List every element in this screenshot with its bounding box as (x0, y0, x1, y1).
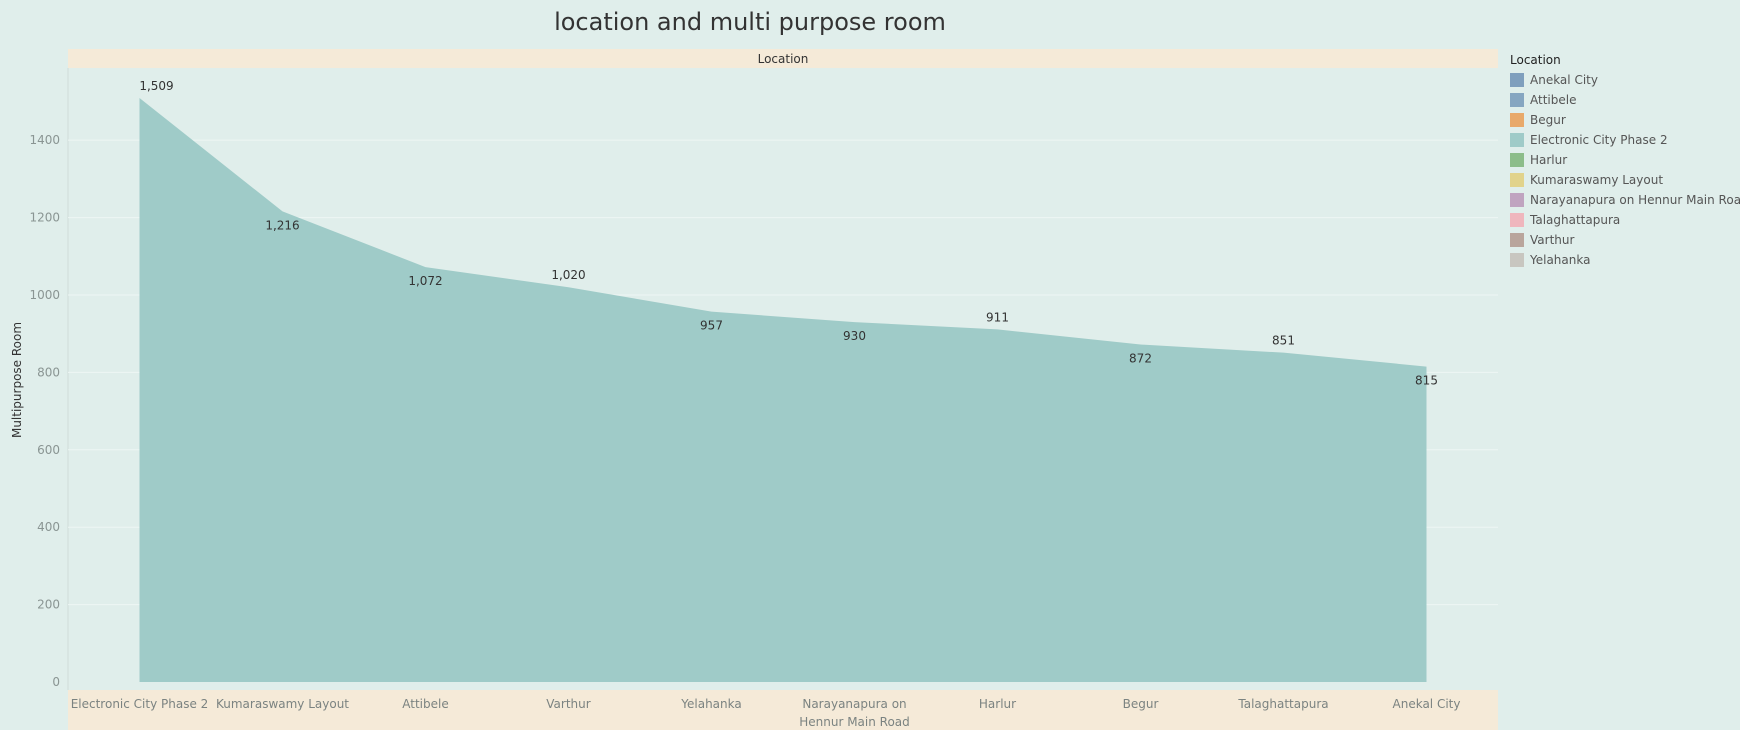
y-tick-label: 1000 (29, 288, 60, 302)
x-tick-label-line: Hennur Main Road (799, 715, 910, 729)
y-axis-title: Multipurpose Room (10, 322, 24, 438)
data-label: 815 (1415, 374, 1438, 388)
legend-label: Attibele (1530, 93, 1577, 107)
data-label: 1,509 (139, 79, 173, 93)
x-tick-label-line: Begur (1123, 697, 1159, 711)
header-band (68, 49, 1498, 68)
legend-item[interactable]: Yelahanka (1510, 250, 1740, 270)
data-label: 1,072 (408, 274, 442, 288)
legend-item[interactable]: Talaghattapura (1510, 210, 1740, 230)
x-tick-label: Attibele (402, 697, 448, 711)
legend-label: Talaghattapura (1530, 213, 1621, 227)
x-tick-label-line: Talaghattapura (1237, 697, 1328, 711)
legend-swatch (1510, 213, 1524, 227)
legend-label: Anekal City (1530, 73, 1598, 87)
y-tick-label: 0 (52, 675, 60, 689)
y-tick-label: 200 (37, 598, 60, 612)
legend-item[interactable]: Attibele (1510, 90, 1740, 110)
legend-swatch (1510, 133, 1524, 147)
x-tick-label: Varthur (546, 697, 590, 711)
x-tick-label-line: Kumaraswamy Layout (216, 697, 349, 711)
data-label: 911 (986, 310, 1009, 324)
data-label: 1,216 (265, 218, 299, 232)
header-label: Location (758, 52, 809, 66)
x-tick-label: Yelahanka (680, 697, 741, 711)
x-tick-label: Anekal City (1393, 697, 1461, 711)
legend-swatch (1510, 193, 1524, 207)
x-tick-label-line: Narayanapura on (802, 697, 906, 711)
x-axis-band (68, 690, 1498, 730)
data-label: 851 (1272, 334, 1295, 348)
legend-swatch (1510, 113, 1524, 127)
legend-item[interactable]: Electronic City Phase 2 (1510, 130, 1740, 150)
legend-swatch (1510, 173, 1524, 187)
y-tick-label: 1400 (29, 133, 60, 147)
legend: Location Anekal City Attibele Begur Electro… (1510, 53, 1740, 270)
x-tick-label: Kumaraswamy Layout (216, 697, 349, 711)
x-tick-label: Narayanapura on Hennur Main Road (799, 697, 910, 729)
data-label: 957 (700, 319, 723, 333)
legend-label: Begur (1530, 113, 1566, 127)
legend-label: Narayanapura on Hennur Main Road (1530, 193, 1740, 207)
x-tick-label: Electronic City Phase 2 (71, 697, 209, 711)
data-label: 930 (843, 329, 866, 343)
x-tick-label: Harlur (979, 697, 1016, 711)
area-chart: Multipurpose Room Location 0 200 400 600 800… (10, 49, 1498, 730)
legend-label: Varthur (1530, 233, 1575, 247)
legend-item[interactable]: Kumaraswamy Layout (1510, 170, 1740, 190)
chart-title: location and multi purpose room (554, 8, 946, 36)
legend-label: Electronic City Phase 2 (1530, 133, 1668, 147)
legend-swatch (1510, 93, 1524, 107)
legend-item[interactable]: Varthur (1510, 230, 1740, 250)
area-series (139, 98, 1427, 682)
legend-label: Kumaraswamy Layout (1530, 173, 1664, 187)
y-tick-label: 1200 (29, 211, 60, 225)
x-tick-label-line: Attibele (402, 697, 448, 711)
y-tick-label: 600 (37, 443, 60, 457)
legend-item[interactable]: Harlur (1510, 150, 1740, 170)
legend-swatch (1510, 73, 1524, 87)
data-label: 1,020 (551, 268, 585, 282)
x-tick-label-line: Electronic City Phase 2 (71, 697, 209, 711)
x-tick-label: Begur (1123, 697, 1159, 711)
legend-item[interactable]: Narayanapura on Hennur Main Road (1510, 190, 1740, 210)
legend-swatch (1510, 153, 1524, 167)
legend-swatch (1510, 233, 1524, 247)
legend-label: Harlur (1530, 153, 1568, 167)
legend-swatch (1510, 253, 1524, 267)
y-tick-label: 800 (37, 365, 60, 379)
x-tick-label-line: Harlur (979, 697, 1016, 711)
x-tick-label-line: Varthur (546, 697, 590, 711)
legend-label: Yelahanka (1530, 253, 1591, 267)
legend-item[interactable]: Anekal City (1510, 70, 1740, 90)
x-tick-label-line: Yelahanka (680, 697, 741, 711)
y-tick-label: 400 (37, 520, 60, 534)
legend-item[interactable]: Begur (1510, 110, 1740, 130)
legend-title: Location (1510, 53, 1561, 67)
x-tick-label-line: Anekal City (1393, 697, 1461, 711)
x-tick-label: Talaghattapura (1237, 697, 1328, 711)
data-label: 872 (1129, 352, 1152, 366)
